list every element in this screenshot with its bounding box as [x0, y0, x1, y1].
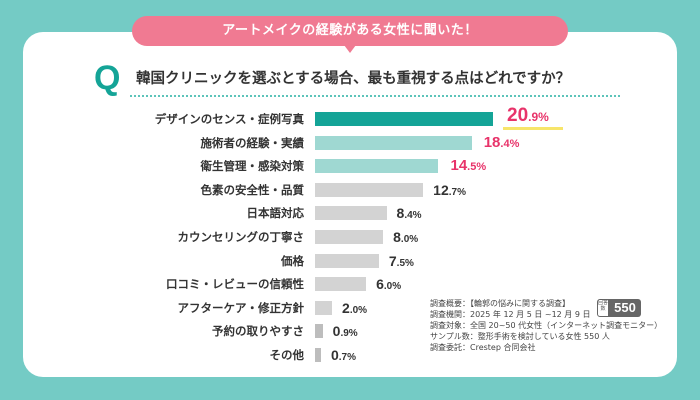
value-decimal: .0% — [383, 281, 402, 293]
badge-value: 550 — [609, 299, 641, 317]
value-integer: 20 — [507, 105, 529, 126]
survey-line-target: 調査対象：全国 20~50 代女性（インターネット調査モニター） — [430, 321, 663, 330]
value-decimal: .4% — [500, 137, 520, 150]
value-label: 0.7% — [331, 347, 356, 366]
survey-line-period: 調査機関：2025 年 12 月 5 日 ~12 月 9 日 — [430, 310, 591, 319]
value-label: 20.9% — [507, 105, 549, 126]
value-label: 14.5% — [450, 158, 486, 175]
value-integer: 14 — [450, 157, 468, 175]
survey-line-sample: サンプル数：整形手術を検討している女性 550 人 — [430, 332, 610, 341]
value-label: 2.0% — [342, 300, 367, 319]
value-decimal: .5% — [396, 257, 414, 269]
category-label: 予約の取りやすさ — [212, 324, 304, 339]
survey-line-commission: 調査委託：Crestep 合同会社 — [430, 343, 536, 352]
top-value-highlight — [503, 127, 563, 130]
bar — [315, 230, 384, 244]
value-label: 12.7% — [433, 182, 466, 201]
category-label: 口コミ・レビューの信頼性 — [166, 277, 304, 292]
value-label: 8.4% — [397, 205, 422, 224]
category-label: その他 — [269, 348, 305, 362]
value-label: 6.0% — [376, 276, 401, 295]
bar — [315, 182, 424, 197]
value-decimal: .7% — [448, 186, 466, 198]
category-label: 色素の安全性・品質 — [200, 182, 305, 197]
bar — [315, 206, 387, 221]
category-label: 価格 — [281, 253, 304, 268]
value-label: 0.9% — [333, 323, 358, 342]
value-integer: 0 — [332, 323, 341, 340]
bar — [315, 253, 379, 268]
value-integer: 18 — [483, 133, 501, 151]
question-title: 韓国クリニックを選ぶとする場合、最も重視する点はどれですか？ — [136, 71, 571, 87]
value-decimal: .0% — [400, 234, 419, 245]
category-label: 衛生管理・感染対策 — [200, 159, 305, 174]
value-integer: 6 — [376, 276, 384, 293]
value-label: 18.4% — [483, 133, 520, 152]
value-label: 7.5% — [389, 253, 414, 272]
category-label: 施術者の経験・実績 — [200, 135, 305, 150]
category-label: 日本語対応 — [246, 206, 305, 221]
value-integer: 7 — [388, 252, 397, 269]
category-label: カウンセリングの丁寧さ — [177, 230, 305, 244]
survey-info: 調査概要：【輪郭の悩みに関する調査】 調査機関：2025 年 12 月 5 日 … — [430, 298, 662, 353]
value-integer: 8 — [393, 229, 401, 245]
banner: アートメイクの経験がある女性に聞いた！ — [132, 16, 568, 53]
response-count-badge: 回答数 550 — [597, 299, 641, 317]
value-label: 8.0% — [393, 229, 418, 248]
value-integer: 12 — [433, 181, 449, 198]
survey-line-overview: 調査概要：【輪郭の悩みに関する調査】 — [430, 299, 570, 308]
value-decimal: .9% — [528, 110, 549, 124]
bar — [315, 348, 321, 362]
question-mark-icon: Q — [94, 59, 121, 97]
category-label: アフターケア・修正方針 — [177, 300, 305, 315]
value-decimal: .0% — [349, 304, 368, 316]
bar — [315, 300, 333, 315]
bar — [315, 277, 367, 292]
value-decimal: .9% — [340, 328, 358, 340]
bar — [315, 324, 323, 339]
content-card — [23, 32, 677, 377]
value-integer: 2 — [342, 299, 350, 316]
badge-label: 回答数 — [597, 299, 609, 317]
category-label: デザインのセンス・症例写真 — [154, 112, 304, 126]
value-integer: 8 — [396, 205, 405, 222]
value-decimal: .7% — [338, 352, 356, 363]
question-underline — [130, 95, 620, 97]
bar — [315, 135, 472, 150]
value-integer: 0 — [330, 347, 339, 363]
value-decimal: .5% — [467, 161, 487, 174]
value-decimal: .4% — [404, 210, 422, 222]
bar — [315, 112, 493, 126]
bar — [315, 159, 439, 174]
